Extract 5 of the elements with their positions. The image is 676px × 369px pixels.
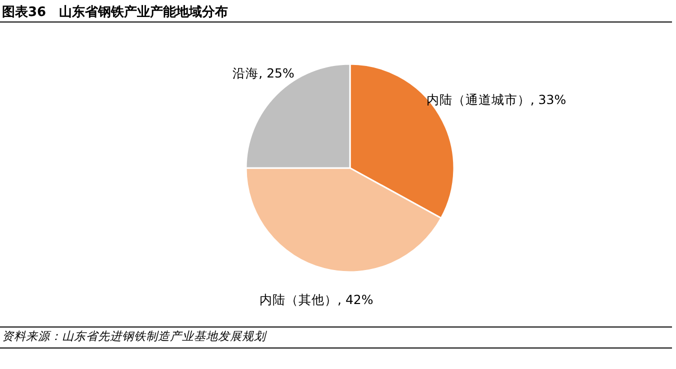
slice-label: 内陆（通道城市）, 33% xyxy=(426,92,566,108)
text: 资料来源：山东省先进钢铁制造产业基地发展规划 xyxy=(2,329,267,343)
slice-label: 沿海, 25% xyxy=(232,65,295,80)
slice-label: 内陆（其他）, 42% xyxy=(260,292,374,307)
text: 图表36 山东省钢铁产业产能地域分布 xyxy=(2,4,228,20)
